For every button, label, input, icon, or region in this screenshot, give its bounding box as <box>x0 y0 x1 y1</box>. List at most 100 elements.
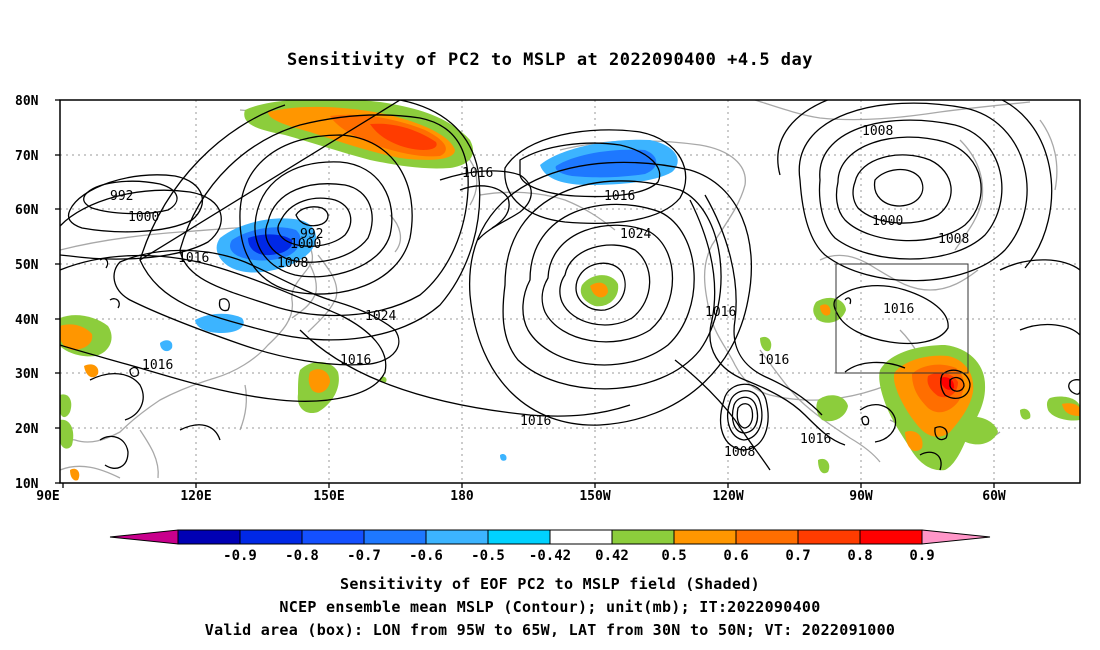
shade-mexico-green <box>760 336 772 352</box>
lat-tick-label: 60N <box>15 203 39 218</box>
lon-axis-labels: 90E 120E 150E 180 150W 120W 90W 60W <box>36 489 1006 504</box>
mslp-contours <box>60 100 1080 471</box>
lon-tick-label: 180 <box>450 489 474 504</box>
contour-label: 1016 <box>178 251 209 266</box>
contour-labels: 992 1000 1016 992 1000 1008 1016 1024 10… <box>110 124 969 460</box>
contour-label: 1016 <box>800 432 831 447</box>
shade-small-negative <box>160 340 173 352</box>
colorbar-segment <box>735 529 799 545</box>
lon-tick-label: 120E <box>180 489 211 504</box>
greenland-coast <box>1039 119 1058 191</box>
contour-label: 1000 <box>872 214 903 229</box>
shade-east-atlantic-orange <box>1062 403 1080 416</box>
shade-westpac-positive-orange <box>308 369 330 393</box>
shade-pacific-positive-orange <box>590 282 608 298</box>
lat-tick-label: 10N <box>15 477 39 492</box>
shade-small-green-3 <box>1020 408 1031 420</box>
arctic-coast <box>754 100 1031 121</box>
lat-tick-label: 70N <box>15 149 39 164</box>
contour-label: 992 <box>110 189 133 204</box>
colorbar-segment <box>363 529 427 545</box>
caption-shading: Sensitivity of EOF PC2 to MSLP field (Sh… <box>340 575 760 593</box>
lat-tick-label: 50N <box>15 258 39 273</box>
caption-contour: NCEP ensemble mean MSLP (Contour); unit(… <box>279 598 821 616</box>
sea-coast <box>139 429 159 479</box>
shade-india-small-orange <box>84 364 99 378</box>
contour-label: 1008 <box>724 445 755 460</box>
north-america-west-coast <box>559 140 889 401</box>
colorbar-segment <box>549 529 613 545</box>
colorbar-segment <box>859 529 923 545</box>
contour-label: 1016 <box>142 358 173 373</box>
shade-caribbean-green <box>957 416 998 445</box>
contour-label: 1016 <box>883 302 914 317</box>
contour-label: 1016 <box>604 189 635 204</box>
colorbar-label: 0.9 <box>909 548 934 564</box>
colorbar-label: -0.7 <box>347 548 381 564</box>
contour-label: 1000 <box>290 237 321 252</box>
colorbar-segment <box>177 529 241 545</box>
contour-label: 992 <box>300 227 323 242</box>
colorbar-segment <box>425 529 489 545</box>
colorbar-label: -0.6 <box>409 548 443 564</box>
shade-nam-orange-1 <box>820 304 831 316</box>
colorbar-label: 0.7 <box>785 548 810 564</box>
contour-label: 1000 <box>128 210 159 225</box>
shade-left-green-2 <box>60 419 74 449</box>
shade-japan-negative-dark <box>248 234 293 256</box>
lon-tick-label: 60W <box>982 489 1006 504</box>
hudson-coast <box>954 139 984 251</box>
shade-small-green-2 <box>818 458 830 474</box>
colorbar-label: 0.6 <box>723 548 748 564</box>
colorbar-label: 0.5 <box>661 548 686 564</box>
lat-tick-label: 20N <box>15 422 39 437</box>
shade-gulf-green <box>816 395 848 422</box>
colorbar: -0.9 -0.8 -0.7 -0.6 -0.5 -0.42 0.42 0.5 0.6 0.7 0.… <box>109 529 991 564</box>
colorbar-segment <box>487 529 551 545</box>
shade-left-orange-bottom <box>70 468 80 481</box>
lat-tick-label: 40N <box>15 313 39 328</box>
bay-coast <box>60 465 121 479</box>
contour-label: 1016 <box>758 353 789 368</box>
contour-label: 1008 <box>277 256 308 271</box>
shade-caribbean-orange <box>905 430 923 452</box>
map-frame <box>59 99 1081 484</box>
contour-label: 1016 <box>520 414 551 429</box>
contour-label: 1016 <box>705 305 736 320</box>
colorbar-label: -0.42 <box>529 548 571 564</box>
asia-coast <box>60 226 313 443</box>
lon-tick-label: 120W <box>712 489 743 504</box>
shade-left-green-1 <box>60 394 72 418</box>
japan-coast <box>307 254 338 333</box>
lon-tick-label: 150E <box>313 489 344 504</box>
sensitivity-shading <box>60 100 1080 481</box>
lat-axis-labels: 80N 70N 60N 50N 40N 30N 20N 10N <box>15 94 39 492</box>
contour-label: 1008 <box>938 232 969 247</box>
contour-label: 1016 <box>340 353 371 368</box>
colorbar-segment <box>239 529 303 545</box>
caption-valid-area: Valid area (box): LON from 95W to 65W, L… <box>204 621 896 639</box>
lon-tick-label: 90W <box>849 489 873 504</box>
colorbar-segment <box>301 529 365 545</box>
plot-title: Sensitivity of PC2 to MSLP at 2022090400… <box>286 50 813 70</box>
lon-tick-label: 90E <box>36 489 59 504</box>
colorbar-segment <box>611 529 675 545</box>
colorbar-label: -0.5 <box>471 548 505 564</box>
colorbar-segment <box>673 529 737 545</box>
contour-label: 1008 <box>862 124 893 139</box>
lon-tick-label: 150W <box>579 489 610 504</box>
taiwan-coast <box>239 384 247 431</box>
map-plot-area: 992 1000 1016 992 1000 1008 1016 1024 10… <box>60 100 1080 483</box>
colorbar-label: -0.9 <box>223 548 257 564</box>
great-lakes-coast <box>819 254 979 291</box>
contour-label: 1024 <box>620 227 651 242</box>
contour-label: 1024 <box>365 309 396 324</box>
tick-marks <box>55 99 995 488</box>
lat-tick-label: 30N <box>15 367 39 382</box>
shade-arctic-positive-red <box>370 123 437 150</box>
valid-area-box <box>835 263 969 374</box>
colorbar-label: 0.8 <box>847 548 872 564</box>
contour-label: 1016 <box>462 166 493 181</box>
colorbar-right-arrow <box>921 529 991 545</box>
